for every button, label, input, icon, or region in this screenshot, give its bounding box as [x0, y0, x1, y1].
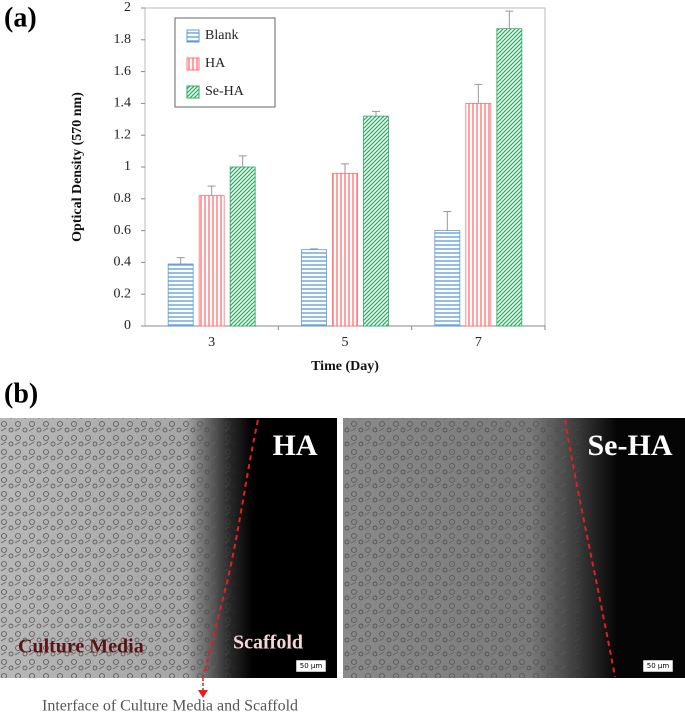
- y-tick-label: 0.6: [114, 223, 132, 238]
- chart: 0 0.2 0.4 0.6 0.8 1 1.2 1.4 1.6 1.8 2 Time (Day) Opt…: [70, 0, 546, 374]
- y-tick-label: 1.4: [114, 96, 132, 111]
- image-label: HA: [273, 429, 318, 462]
- arrow: [198, 678, 208, 698]
- region-label: Culture Media: [18, 636, 144, 658]
- x-tick-label: 7: [475, 335, 482, 350]
- legend-swatch: [186, 85, 200, 99]
- micrograph: [343, 418, 685, 678]
- legend-label: Se-HA: [205, 84, 245, 99]
- y-tick-label: 0.2: [114, 286, 132, 301]
- x-tick-label: 5: [342, 335, 349, 350]
- y-tick-label: 0.8: [114, 191, 132, 206]
- bar: [301, 249, 327, 327]
- bar: [363, 115, 389, 327]
- x-axis-title: Time (Day): [311, 359, 379, 374]
- bar: [465, 103, 492, 327]
- error-bar: [474, 83, 483, 104]
- bar: [198, 195, 225, 327]
- caption: Interface of Culture Media and Scaffold: [42, 698, 298, 715]
- bar: [167, 263, 194, 327]
- y-tick-label: 1.2: [114, 127, 132, 142]
- error-bar: [372, 110, 380, 117]
- scale-bar: 50 μm: [300, 662, 323, 670]
- y-axis-title: Optical Density (570 nm): [70, 92, 85, 242]
- x-tick-label: 3: [208, 335, 215, 350]
- scale-bar: 50 μm: [647, 662, 670, 670]
- error-bar: [176, 257, 185, 264]
- y-tick-label: 1.8: [114, 32, 132, 47]
- region-label: Scaffold: [233, 632, 303, 654]
- y-tick-label: 1.6: [114, 64, 132, 79]
- legend-label: HA: [205, 56, 226, 71]
- bar: [496, 28, 523, 327]
- y-tick-label: 2: [124, 0, 131, 15]
- error-bar: [341, 163, 349, 174]
- error-bar: [443, 211, 452, 231]
- legend-swatch: [186, 29, 200, 43]
- error-bar: [238, 155, 247, 167]
- y-tick-label: 0.4: [114, 255, 132, 270]
- bar: [332, 172, 358, 327]
- y-tick-label: 1: [124, 159, 131, 174]
- error-bar: [207, 185, 216, 196]
- legend-label: Blank: [205, 28, 238, 43]
- panel-label: (b): [4, 378, 38, 409]
- micrograph: [0, 418, 337, 678]
- bar: [434, 230, 461, 327]
- y-tick-label: 0: [124, 318, 131, 333]
- error-bar: [310, 248, 318, 250]
- error-bar: [505, 10, 514, 29]
- bar: [229, 166, 256, 327]
- panel-label: (a): [4, 2, 37, 33]
- legend-swatch: [186, 57, 200, 71]
- image-label: Se-HA: [588, 429, 673, 462]
